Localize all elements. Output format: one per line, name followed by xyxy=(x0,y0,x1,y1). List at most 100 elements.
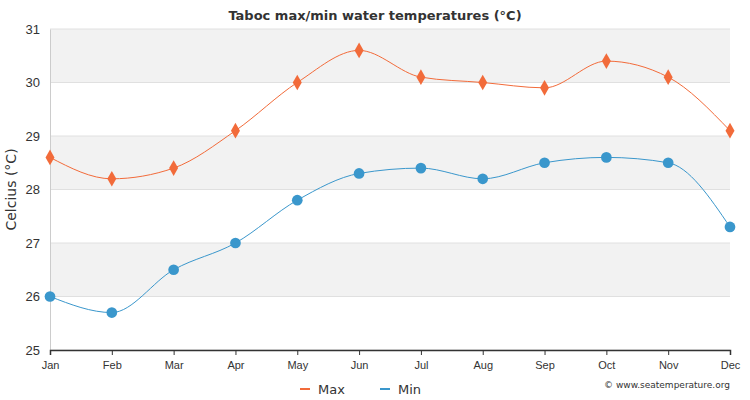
marker xyxy=(725,222,736,233)
y-tick-label: 31 xyxy=(26,22,40,37)
y-axis-line xyxy=(50,30,51,351)
y-tick: 25 xyxy=(26,343,50,358)
y-tick-label: 25 xyxy=(26,343,40,358)
x-tick: Jan xyxy=(42,350,60,371)
x-tick-label: Jun xyxy=(351,359,369,371)
marker xyxy=(726,123,735,139)
grid-line xyxy=(50,243,730,244)
x-tick-mark xyxy=(50,350,51,355)
x-tick-mark xyxy=(235,350,236,355)
band xyxy=(50,243,730,297)
x-tick: Dec xyxy=(721,350,741,371)
x-tick: May xyxy=(287,350,308,371)
x-tick: Mar xyxy=(165,350,184,371)
x-tick: Feb xyxy=(103,350,122,371)
marker xyxy=(663,157,674,168)
y-tick: 29 xyxy=(26,129,50,144)
y-tick-label: 27 xyxy=(26,236,40,251)
x-tick: Oct xyxy=(598,350,615,371)
y-tick-label: 26 xyxy=(26,289,40,304)
marker xyxy=(416,163,427,174)
grid-line xyxy=(50,189,730,190)
marker xyxy=(107,171,116,187)
x-tick-label: Aug xyxy=(473,359,493,371)
marker xyxy=(168,264,179,275)
legend: Max Min xyxy=(300,382,421,397)
grid-line xyxy=(50,29,730,30)
legend-label: Max xyxy=(318,382,345,397)
y-tick: 31 xyxy=(26,22,50,37)
marker xyxy=(46,150,55,166)
marker xyxy=(539,157,550,168)
x-tick-mark xyxy=(112,350,113,355)
grid-line xyxy=(50,136,730,137)
grid-line xyxy=(50,296,730,297)
x-tick: Jul xyxy=(414,350,428,371)
x-tick-mark xyxy=(483,350,484,355)
x-tick: Apr xyxy=(227,350,244,371)
x-tick: Sep xyxy=(535,350,555,371)
x-tick-mark xyxy=(174,350,175,355)
x-tick-label: Feb xyxy=(103,359,122,371)
marker xyxy=(540,80,549,96)
x-tick-label: Jan xyxy=(42,359,60,371)
y-axis: 25 26 27 28 29 30 31 xyxy=(26,22,51,358)
y-tick-label: 30 xyxy=(26,75,40,90)
marker xyxy=(416,69,425,85)
grid-line xyxy=(50,82,730,83)
x-tick-mark xyxy=(359,350,360,355)
marker xyxy=(354,168,365,179)
marker xyxy=(169,160,178,176)
marker xyxy=(292,195,303,206)
x-tick-mark xyxy=(606,350,607,355)
y-tick: 27 xyxy=(26,236,50,251)
x-tick-label: Sep xyxy=(535,359,555,371)
y-tick: 28 xyxy=(26,182,50,197)
x-tick-label: Jul xyxy=(414,359,428,371)
x-tick-mark xyxy=(545,350,546,355)
y-tick: 30 xyxy=(26,75,50,90)
plot-area xyxy=(45,43,736,318)
x-tick-label: Dec xyxy=(721,359,741,371)
chart: 25 26 27 28 29 30 31 Jan Feb Mar Apr May Jun Jul Aug Se… xyxy=(0,0,750,400)
y-tick-label: 28 xyxy=(26,182,40,197)
legend-swatch xyxy=(300,388,310,390)
y-tick-label: 29 xyxy=(26,129,40,144)
marker xyxy=(45,291,56,302)
marker xyxy=(602,53,611,69)
marker xyxy=(230,238,241,249)
x-tick-label: Oct xyxy=(598,359,615,371)
legend-label: Min xyxy=(398,382,421,397)
x-axis: Jan Feb Mar Apr May Jun Jul Aug Sep Oct Nov Dec xyxy=(42,350,741,371)
band xyxy=(50,136,730,190)
y-axis-title: Celcius (°C) xyxy=(3,148,19,230)
marker xyxy=(477,173,488,184)
marker xyxy=(355,43,364,59)
x-tick-mark xyxy=(668,350,669,355)
annotation: © www.seatemperature.org xyxy=(604,380,730,390)
marker xyxy=(664,69,673,85)
x-tick-label: Apr xyxy=(227,359,244,371)
x-tick-mark xyxy=(421,350,422,355)
x-tick: Nov xyxy=(659,350,679,371)
title: Taboc max/min water temperatures (°C) xyxy=(228,8,521,23)
x-tick-label: Mar xyxy=(165,359,184,371)
grid xyxy=(50,29,730,350)
x-tick-mark xyxy=(730,350,731,355)
marker xyxy=(478,75,487,91)
x-tick: Jun xyxy=(351,350,369,371)
x-tick-mark xyxy=(297,350,298,355)
legend-swatch xyxy=(380,388,390,390)
marker xyxy=(293,75,302,91)
x-tick: Aug xyxy=(473,350,493,371)
x-axis-line xyxy=(51,351,731,356)
marker xyxy=(601,152,612,163)
bands xyxy=(50,29,730,297)
marker xyxy=(106,307,117,318)
x-tick-label: May xyxy=(287,359,308,371)
x-tick-label: Nov xyxy=(659,359,679,371)
marker xyxy=(231,123,240,139)
series-line xyxy=(50,50,730,178)
series-line xyxy=(50,157,730,312)
band xyxy=(50,29,730,83)
